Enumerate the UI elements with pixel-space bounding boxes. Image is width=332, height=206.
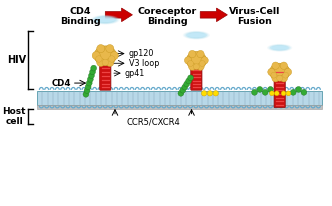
Text: Coreceptor
Binding: Coreceptor Binding <box>138 7 197 27</box>
Circle shape <box>272 62 279 69</box>
Circle shape <box>268 68 275 76</box>
Circle shape <box>92 52 100 60</box>
Circle shape <box>197 63 204 70</box>
Ellipse shape <box>187 33 206 37</box>
Ellipse shape <box>92 15 119 24</box>
Circle shape <box>202 91 207 96</box>
Text: gp120: gp120 <box>128 49 154 58</box>
Ellipse shape <box>269 44 291 51</box>
Ellipse shape <box>95 16 116 23</box>
Circle shape <box>277 75 283 81</box>
Circle shape <box>274 91 279 96</box>
Circle shape <box>280 75 288 82</box>
Ellipse shape <box>95 17 116 22</box>
Text: Host
cell: Host cell <box>2 107 26 126</box>
Circle shape <box>102 59 109 66</box>
Circle shape <box>180 87 186 93</box>
Ellipse shape <box>270 63 290 81</box>
Circle shape <box>290 89 296 95</box>
Circle shape <box>283 72 289 78</box>
Circle shape <box>97 44 105 53</box>
Ellipse shape <box>184 31 208 39</box>
Circle shape <box>281 91 286 96</box>
Circle shape <box>186 78 192 84</box>
Circle shape <box>199 61 205 67</box>
Circle shape <box>189 50 196 58</box>
Circle shape <box>280 62 288 69</box>
Circle shape <box>197 50 204 58</box>
Circle shape <box>84 88 90 94</box>
Circle shape <box>85 84 91 90</box>
Ellipse shape <box>91 15 120 25</box>
Ellipse shape <box>94 16 117 23</box>
Text: HIV: HIV <box>7 55 26 65</box>
Circle shape <box>188 75 194 81</box>
Circle shape <box>185 57 192 64</box>
Text: V3 loop: V3 loop <box>128 59 159 68</box>
FancyBboxPatch shape <box>100 66 111 90</box>
Text: CD4: CD4 <box>51 78 71 88</box>
Circle shape <box>90 69 96 75</box>
Circle shape <box>83 91 89 97</box>
Ellipse shape <box>186 32 207 39</box>
Circle shape <box>257 87 263 92</box>
Circle shape <box>213 91 218 96</box>
Ellipse shape <box>187 32 206 38</box>
Circle shape <box>109 56 115 62</box>
Circle shape <box>286 91 291 96</box>
Ellipse shape <box>94 46 117 65</box>
FancyBboxPatch shape <box>191 67 202 90</box>
Ellipse shape <box>271 46 289 50</box>
Ellipse shape <box>186 52 207 69</box>
Circle shape <box>106 58 114 67</box>
Circle shape <box>86 80 92 86</box>
Circle shape <box>194 64 199 70</box>
Circle shape <box>271 72 277 78</box>
Text: gp41: gp41 <box>125 69 145 78</box>
Circle shape <box>106 44 114 53</box>
Circle shape <box>284 68 291 76</box>
Bar <box>38 91 322 105</box>
Circle shape <box>96 56 102 62</box>
Text: CD4
Binding: CD4 Binding <box>60 7 100 27</box>
Circle shape <box>178 90 184 96</box>
Ellipse shape <box>272 45 288 50</box>
Ellipse shape <box>270 45 290 51</box>
Circle shape <box>184 81 190 87</box>
Polygon shape <box>200 8 227 22</box>
Text: Virus-Cell
Fusion: Virus-Cell Fusion <box>229 7 280 27</box>
FancyBboxPatch shape <box>274 69 285 108</box>
Circle shape <box>301 89 307 95</box>
Bar <box>38 105 322 109</box>
Circle shape <box>91 65 97 71</box>
Circle shape <box>296 87 301 92</box>
Circle shape <box>189 63 196 70</box>
Circle shape <box>262 89 268 95</box>
Circle shape <box>97 58 105 67</box>
Circle shape <box>89 73 94 78</box>
Circle shape <box>270 91 274 96</box>
Ellipse shape <box>183 31 210 40</box>
Circle shape <box>252 89 257 95</box>
Circle shape <box>110 52 119 60</box>
Circle shape <box>272 75 279 82</box>
Circle shape <box>207 91 212 96</box>
Text: CCR5/CXCR4: CCR5/CXCR4 <box>126 118 180 126</box>
Circle shape <box>201 57 208 64</box>
Circle shape <box>87 76 93 82</box>
Polygon shape <box>105 8 132 22</box>
Circle shape <box>182 84 188 90</box>
Circle shape <box>268 87 273 92</box>
Circle shape <box>188 61 194 67</box>
Ellipse shape <box>267 44 292 52</box>
